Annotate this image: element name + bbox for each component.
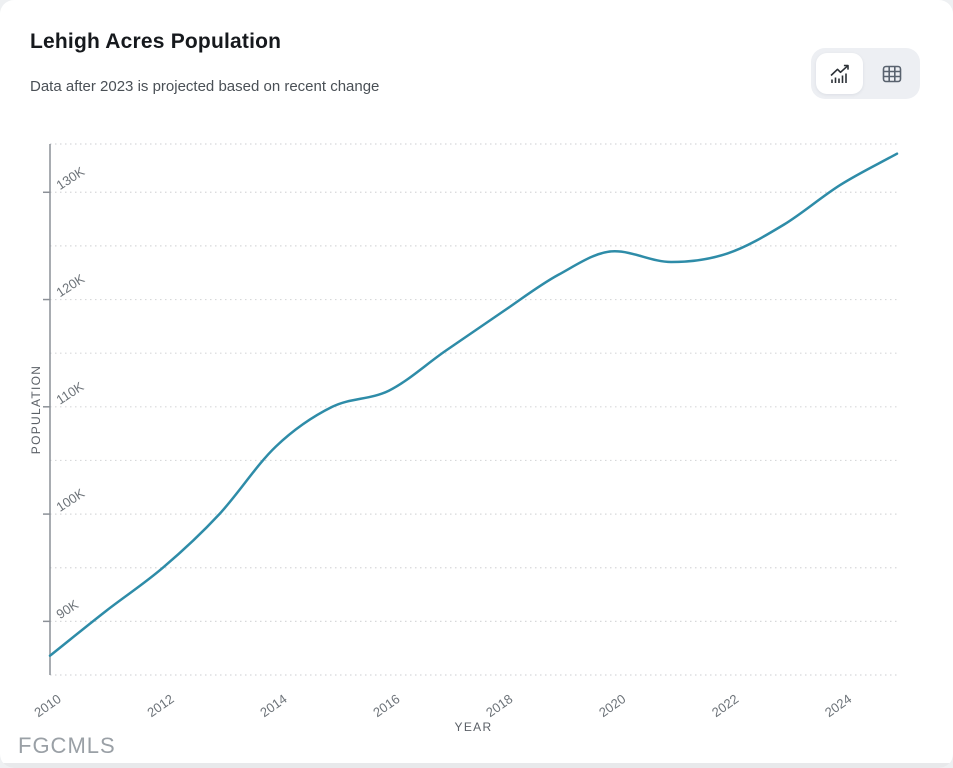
table-icon bbox=[880, 62, 904, 86]
x-tick-label: 2022 bbox=[709, 691, 741, 720]
gridlines bbox=[50, 143, 897, 676]
page-title: Lehigh Acres Population bbox=[30, 30, 282, 53]
y-axis-title: POPULATION bbox=[29, 365, 43, 454]
x-tick-label: 2016 bbox=[370, 691, 402, 720]
y-tick-label: 120K bbox=[53, 271, 87, 300]
x-axis-title: YEAR bbox=[455, 720, 493, 734]
x-tick-label: 2024 bbox=[822, 691, 854, 720]
chart-view-button[interactable] bbox=[816, 53, 863, 94]
view-toggle bbox=[811, 48, 920, 99]
y-tick-label: 100K bbox=[53, 485, 87, 514]
x-tick-label: 2018 bbox=[483, 691, 515, 720]
page-subtitle: Data after 2023 is projected based on re… bbox=[30, 78, 380, 95]
x-tick-label: 2014 bbox=[257, 691, 289, 720]
x-tick-label: 2020 bbox=[596, 691, 628, 720]
table-view-button[interactable] bbox=[868, 53, 915, 94]
watermark: FGCMLS bbox=[18, 733, 116, 758]
bottom-strip bbox=[0, 763, 953, 768]
x-tick-label: 2012 bbox=[144, 691, 176, 720]
y-tick-label: 90K bbox=[53, 597, 81, 622]
y-tick-label: 110K bbox=[53, 379, 86, 408]
y-tick-label: 130K bbox=[53, 163, 87, 192]
x-tick-label: 2010 bbox=[31, 691, 63, 720]
line-chart-icon bbox=[828, 62, 852, 86]
population-series-line bbox=[48, 152, 899, 657]
